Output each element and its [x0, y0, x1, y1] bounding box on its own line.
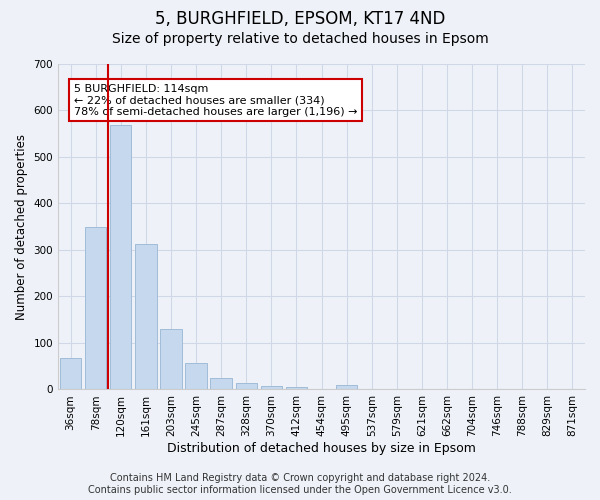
Bar	[185, 363, 207, 390]
Text: 5, BURGHFIELD, EPSOM, KT17 4ND: 5, BURGHFIELD, EPSOM, KT17 4ND	[155, 10, 445, 28]
Text: Contains HM Land Registry data © Crown copyright and database right 2024.
Contai: Contains HM Land Registry data © Crown c…	[88, 474, 512, 495]
Bar	[135, 244, 157, 390]
Bar	[336, 385, 357, 390]
X-axis label: Distribution of detached houses by size in Epsom: Distribution of detached houses by size …	[167, 442, 476, 455]
Bar	[110, 126, 131, 390]
Text: 5 BURGHFIELD: 114sqm
← 22% of detached houses are smaller (334)
78% of semi-deta: 5 BURGHFIELD: 114sqm ← 22% of detached h…	[74, 84, 358, 116]
Bar	[85, 226, 106, 390]
Bar	[286, 387, 307, 390]
Text: Size of property relative to detached houses in Epsom: Size of property relative to detached ho…	[112, 32, 488, 46]
Bar	[211, 378, 232, 390]
Bar	[60, 358, 81, 390]
Bar	[160, 329, 182, 390]
Bar	[260, 386, 282, 390]
Y-axis label: Number of detached properties: Number of detached properties	[15, 134, 28, 320]
Bar	[236, 384, 257, 390]
